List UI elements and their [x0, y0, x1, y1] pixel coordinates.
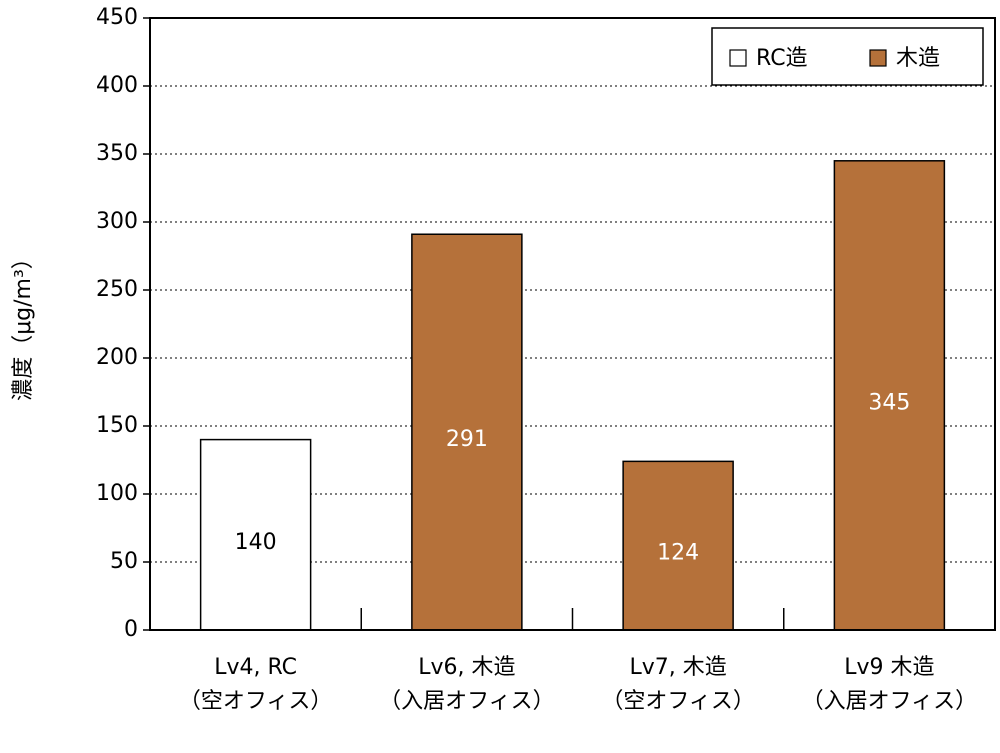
y-tick-label: 0 — [124, 617, 138, 642]
x-tick-label: （入居オフィス） — [379, 689, 555, 714]
bar — [411, 233, 523, 631]
legend-label: 木造 — [896, 46, 940, 71]
plot-frame — [149, 17, 996, 631]
y-tick-label: 200 — [96, 345, 138, 370]
legend-box — [711, 27, 984, 86]
legend-swatch — [729, 49, 747, 67]
legend-swatch — [869, 49, 887, 67]
y-tick-label: 150 — [96, 413, 138, 438]
y-tick-label: 100 — [96, 481, 138, 506]
y-tick-label: 250 — [96, 277, 138, 302]
x-tick-label: Lv7, 木造 — [629, 655, 726, 680]
y-axis-label: 濃度（μg/m³） — [11, 247, 36, 401]
bar — [622, 460, 734, 631]
y-tick-label: 300 — [96, 209, 138, 234]
value-label: 124 — [657, 541, 699, 566]
x-tick-label: Lv4, RC — [214, 655, 297, 680]
value-label: 140 — [235, 530, 277, 555]
x-tick-label: （空オフィス） — [601, 689, 755, 714]
x-tick-label: （入居オフィス） — [802, 689, 978, 714]
x-tick-label: Lv9 木造 — [844, 655, 934, 680]
y-tick-label: 350 — [96, 141, 138, 166]
y-tick-label: 400 — [96, 73, 138, 98]
value-label: 345 — [868, 390, 910, 415]
x-tick-label: （空オフィス） — [179, 689, 333, 714]
bar — [833, 160, 946, 631]
x-tick-label: Lv6, 木造 — [418, 655, 515, 680]
bar — [199, 438, 312, 631]
y-tick-label: 50 — [110, 549, 138, 574]
y-tick-label: 450 — [96, 5, 138, 30]
legend-label: RC造 — [756, 46, 808, 71]
value-label: 291 — [446, 427, 488, 452]
